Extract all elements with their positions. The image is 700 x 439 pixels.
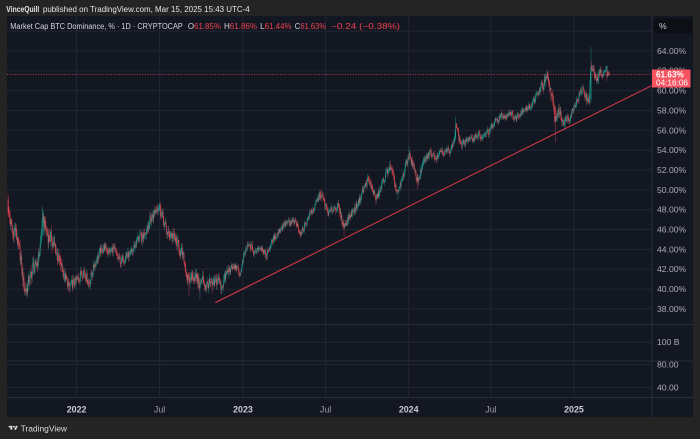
svg-text:61.63%: 61.63% (656, 69, 684, 79)
svg-text:50.00%: 50.00% (657, 185, 687, 195)
svg-text:52.00%: 52.00% (657, 165, 687, 175)
svg-text:46.00%: 46.00% (657, 225, 687, 235)
svg-text:2024: 2024 (399, 404, 419, 414)
svg-text:L61.44%: L61.44% (260, 22, 291, 31)
svg-text:40.00%: 40.00% (657, 284, 687, 294)
svg-text:04:16:06: 04:16:06 (656, 78, 688, 88)
svg-text:58.00%: 58.00% (657, 105, 687, 115)
svg-text:%: % (659, 21, 667, 31)
svg-text:Market Cap BTC Dominance, % ·: Market Cap BTC Dominance, % · 1D · CRYPT… (10, 22, 183, 31)
svg-text:80.00: 80.00 (657, 359, 679, 369)
svg-text:Jul: Jul (154, 404, 165, 414)
svg-text:2022: 2022 (67, 404, 87, 414)
svg-text:40.00: 40.00 (657, 382, 679, 392)
svg-text:56.00%: 56.00% (657, 125, 687, 135)
svg-text:42.00%: 42.00% (657, 264, 687, 274)
svg-text:44.00%: 44.00% (657, 244, 687, 254)
svg-text:38.00%: 38.00% (657, 304, 687, 314)
svg-text:Jul: Jul (485, 404, 496, 414)
svg-text:O61.85%: O61.85% (188, 22, 221, 31)
svg-text:Jul: Jul (320, 404, 331, 414)
svg-text:published on TradingView.com,: published on TradingView.com, Mar 15, 20… (43, 5, 250, 14)
svg-text:TradingView: TradingView (21, 423, 68, 433)
svg-text:H61.86%: H61.86% (224, 22, 257, 31)
svg-text:54.00%: 54.00% (657, 145, 687, 155)
svg-text:2023: 2023 (233, 404, 253, 414)
svg-text:60.00%: 60.00% (657, 86, 687, 96)
svg-text:C61.63%: C61.63% (295, 22, 326, 31)
svg-text:VinceQuill: VinceQuill (6, 5, 39, 14)
svg-text:−0.24 (−0.38%): −0.24 (−0.38%) (331, 22, 401, 31)
svg-text:64.00%: 64.00% (657, 46, 687, 56)
svg-text:100 B: 100 B (657, 337, 680, 347)
svg-text:48.00%: 48.00% (657, 205, 687, 215)
svg-text:2025: 2025 (564, 404, 584, 414)
